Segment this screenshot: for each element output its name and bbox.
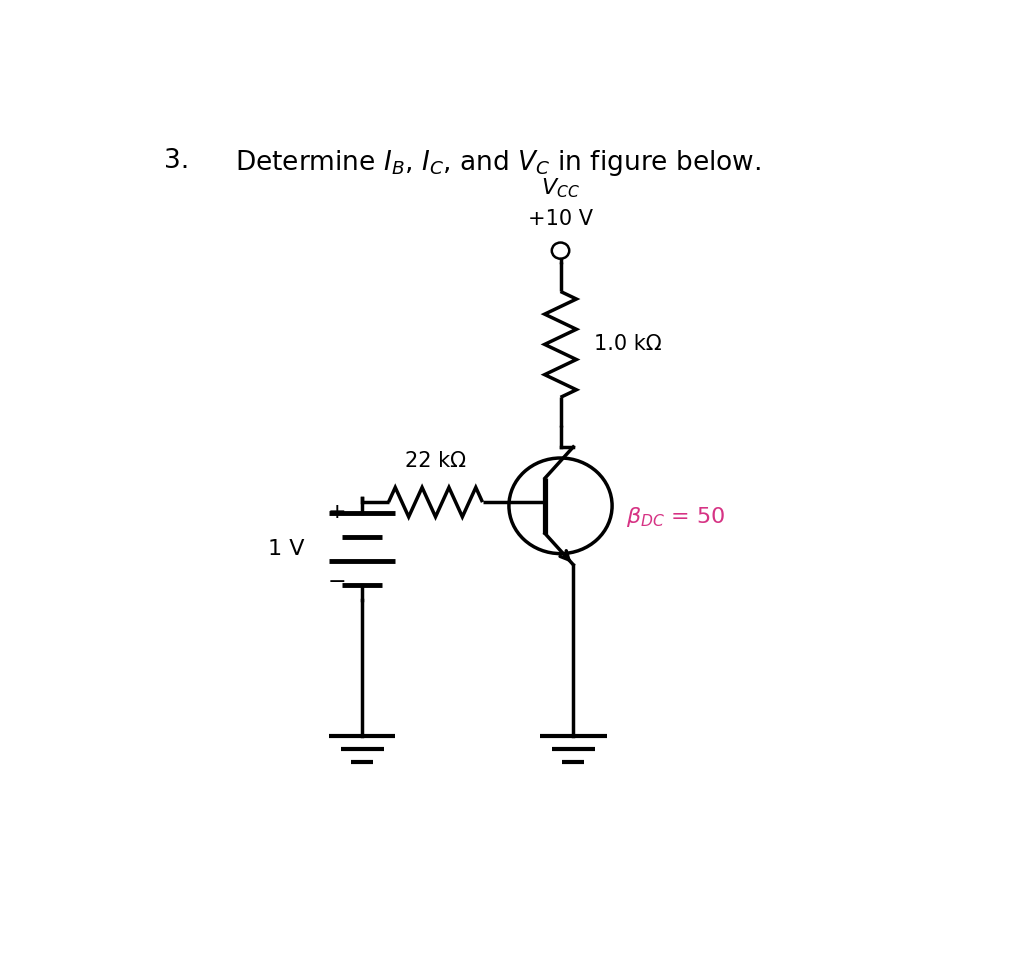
Text: 22 kΩ: 22 kΩ bbox=[406, 452, 466, 471]
Text: 3.: 3. bbox=[164, 148, 189, 174]
Text: +10 V: +10 V bbox=[528, 209, 593, 229]
Text: +: + bbox=[328, 501, 346, 521]
Text: Determine $I_B$, $I_C$, and $V_C$ in figure below.: Determine $I_B$, $I_C$, and $V_C$ in fig… bbox=[236, 148, 761, 178]
Text: $\beta_{DC}$ = 50: $\beta_{DC}$ = 50 bbox=[627, 505, 726, 529]
Text: 1.0 kΩ: 1.0 kΩ bbox=[594, 334, 662, 354]
Text: $V_{CC}$: $V_{CC}$ bbox=[541, 177, 580, 200]
Text: −: − bbox=[328, 571, 346, 591]
Text: 1 V: 1 V bbox=[268, 540, 305, 560]
